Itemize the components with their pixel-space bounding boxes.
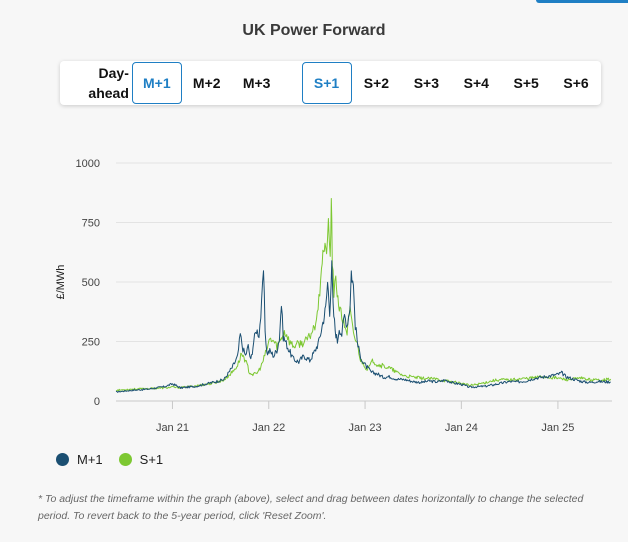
series-line-mplus1[interactable] <box>115 260 611 393</box>
chart-grid <box>116 162 612 402</box>
chart-legend: M+1 S+1 <box>56 452 179 467</box>
tab-day-ahead[interactable]: Day- ahead <box>66 62 132 104</box>
y-tick-labels: 0 250 500 750 1000 <box>76 158 100 408</box>
y-tick-1000: 1000 <box>76 158 100 170</box>
legend-s1-label: S+1 <box>139 452 164 467</box>
legend-item-s1[interactable]: S+1 <box>118 452 164 467</box>
period-tabs: Day- ahead M+1 M+2 M+3 S+1 S+2 S+3 S+4 S… <box>60 61 601 105</box>
tab-m2[interactable]: M+2 <box>192 75 221 91</box>
tab-s3[interactable]: S+3 <box>413 75 440 91</box>
legend-s1-marker <box>118 453 132 466</box>
x-tick-jan-22: Jan 22 <box>252 422 285 434</box>
y-tick-0: 0 <box>94 396 100 408</box>
x-tick-jan-21: Jan 21 <box>156 422 189 434</box>
x-tick-labels: Jan 21 Jan 22 Jan 23 Jan 24 Jan 25 <box>156 401 574 434</box>
tab-m3[interactable]: M+3 <box>242 75 271 91</box>
tab-s5[interactable]: S+5 <box>513 75 539 91</box>
legend-item-m1[interactable]: M+1 <box>56 452 103 467</box>
y-tick-750: 750 <box>82 218 100 230</box>
tab-s6[interactable]: S+6 <box>563 75 589 91</box>
chart-series <box>115 198 612 393</box>
x-tick-jan-24: Jan 24 <box>445 422 478 434</box>
tab-s4[interactable]: S+4 <box>463 75 489 91</box>
y-tick-250: 250 <box>82 337 100 349</box>
series-line-splus1[interactable] <box>115 198 612 392</box>
y-axis-label: £/MWh <box>55 265 67 300</box>
tab-day-ahead-line1: Day- <box>98 65 129 81</box>
top-accent-bar <box>536 0 628 3</box>
tab-m1[interactable]: M+1 <box>131 62 182 104</box>
tab-day-ahead-line2: ahead <box>88 85 129 101</box>
legend-m1-label: M+1 <box>77 452 103 467</box>
tab-s1[interactable]: S+1 <box>301 62 352 104</box>
x-tick-jan-25: Jan 25 <box>541 422 574 434</box>
chart-footnote: * To adjust the timeframe within the gra… <box>38 493 584 522</box>
legend-m1-marker <box>56 453 69 466</box>
y-tick-500: 500 <box>82 277 100 289</box>
page-title: UK Power Forward <box>242 22 386 39</box>
tab-s2[interactable]: S+2 <box>363 75 390 91</box>
x-tick-jan-23: Jan 23 <box>349 422 382 434</box>
